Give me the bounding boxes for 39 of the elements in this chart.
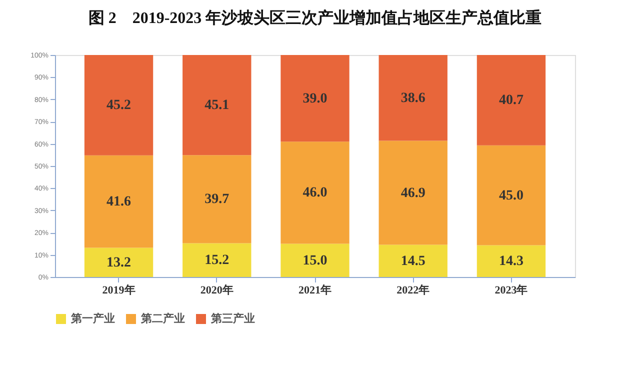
bar xyxy=(378,140,448,245)
data-label: 15.2 xyxy=(204,253,230,268)
legend-label: 第一产业 xyxy=(70,312,115,325)
bar xyxy=(280,142,350,244)
data-label: 45.1 xyxy=(204,98,230,114)
data-label: 46.9 xyxy=(400,186,426,201)
bar xyxy=(84,248,154,277)
legend-label: 第二产业 xyxy=(140,312,185,325)
chart-title: 图 2 2019-2023 年沙坡头区三次产业增加值占地区生产总值比重 xyxy=(88,9,542,27)
x-tick-label: 2019年 xyxy=(102,284,136,296)
data-label: 38.6 xyxy=(400,90,426,106)
bar xyxy=(476,55,546,146)
legend-label: 第三产业 xyxy=(210,312,255,325)
bar xyxy=(378,244,448,277)
data-label: 40.7 xyxy=(498,93,524,108)
bar xyxy=(182,243,252,277)
data-label: 13.2 xyxy=(106,255,132,270)
bar xyxy=(378,55,448,141)
bar xyxy=(476,145,546,246)
x-tick-label: 2020年 xyxy=(200,284,234,296)
x-tick-label: 2022年 xyxy=(396,284,430,296)
bar xyxy=(84,55,154,156)
data-label: 39.0 xyxy=(302,91,328,106)
data-label: 41.6 xyxy=(106,194,132,210)
data-label: 14.3 xyxy=(498,254,524,270)
data-label: 39.7 xyxy=(204,192,230,208)
data-label: 45.2 xyxy=(106,98,132,114)
bar xyxy=(280,55,350,142)
x-tick-label: 2021年 xyxy=(298,284,332,296)
bar xyxy=(476,245,546,277)
data-label: 15.0 xyxy=(302,253,328,268)
bar xyxy=(84,155,154,248)
bar xyxy=(182,55,252,156)
bar xyxy=(182,155,252,244)
data-label: 45.0 xyxy=(498,188,524,204)
data-label: 14.5 xyxy=(400,254,426,269)
data-label: 46.0 xyxy=(302,186,328,201)
bar xyxy=(280,244,350,277)
x-tick-label: 2023年 xyxy=(494,284,528,296)
